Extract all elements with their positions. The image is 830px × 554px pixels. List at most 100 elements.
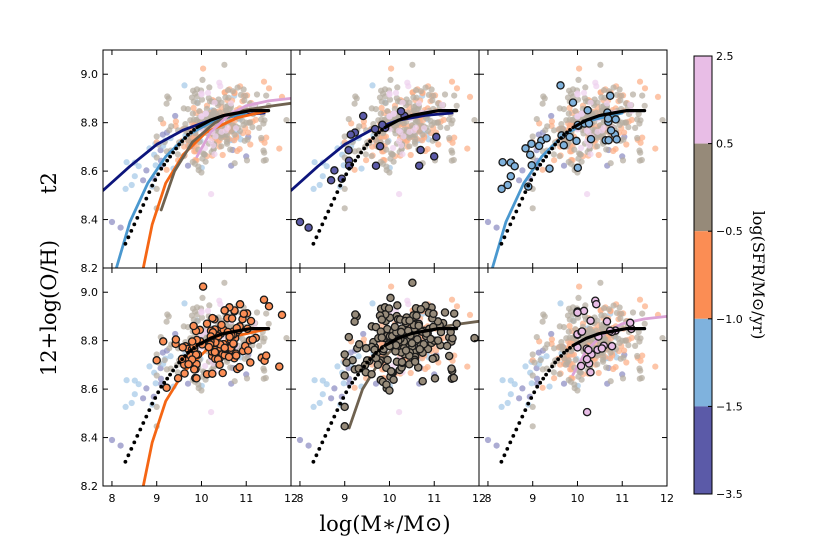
data-point (241, 355, 248, 362)
data-point (533, 334, 540, 341)
data-point (399, 151, 406, 158)
highlighted-point (401, 346, 411, 355)
data-point (615, 335, 622, 342)
highlighted-point (444, 351, 454, 361)
data-point (260, 147, 267, 154)
reference-line (571, 327, 647, 348)
data-point (427, 117, 434, 124)
data-point (522, 363, 529, 370)
data-point (212, 133, 219, 140)
highlighted-point (192, 374, 201, 383)
data-point (198, 314, 206, 321)
data-point (546, 383, 553, 390)
data-point (360, 336, 367, 343)
highlighted-point (607, 341, 617, 351)
data-point (551, 127, 558, 134)
data-point (595, 151, 602, 159)
data-point (221, 61, 228, 68)
data-point (311, 377, 318, 384)
highlighted-point (604, 135, 613, 145)
data-point (229, 88, 236, 95)
reference-dot (526, 183, 531, 188)
highlighted-point (510, 161, 519, 171)
data-point (388, 283, 395, 290)
highlighted-point (412, 311, 421, 320)
colorbar-segment (694, 143, 712, 232)
data-point (331, 385, 338, 392)
data-point (174, 151, 181, 158)
panel-bottom-right: 8 9 10 11 12 (478, 267, 674, 505)
data-point (195, 163, 202, 170)
fit-curve-bin-4 (195, 97, 291, 158)
reference-dot (317, 229, 322, 233)
highlighted-point (259, 295, 269, 304)
reference-dot (538, 162, 543, 167)
data-point (424, 364, 431, 371)
highlighted-point (393, 301, 402, 310)
highlighted-point (568, 98, 578, 107)
data-point (225, 94, 232, 101)
y-tick-label: 8.4 (81, 214, 99, 227)
highlighted-point (377, 333, 387, 342)
reference-dot (514, 209, 519, 214)
highlighted-point (261, 351, 271, 360)
reference-dot (341, 396, 346, 400)
highlighted-point (246, 316, 256, 326)
reference-line (383, 327, 459, 348)
data-point (576, 283, 583, 290)
data-point (641, 102, 648, 109)
x-tick-label: 10 (382, 492, 396, 505)
data-point (276, 145, 283, 152)
reference-dot (329, 421, 334, 425)
data-point (163, 166, 170, 173)
data-point (131, 377, 138, 384)
highlighted-point (295, 217, 305, 227)
data-point (539, 318, 546, 325)
reference-dot (183, 354, 188, 358)
highlighted-point (210, 347, 220, 357)
reference-dot (144, 196, 149, 201)
reference-dot (317, 447, 322, 451)
data-point (637, 335, 644, 342)
data-point (241, 137, 248, 144)
data-point (634, 352, 641, 360)
data-point (262, 156, 269, 164)
reference-dot (138, 209, 143, 214)
data-point (239, 335, 246, 342)
highlighted-point (385, 386, 394, 395)
reference-dot (532, 172, 537, 177)
data-point (603, 364, 610, 371)
highlighted-point (415, 344, 425, 354)
highlighted-point (187, 337, 197, 346)
data-point (261, 117, 268, 124)
data-point (218, 99, 225, 106)
data-point (221, 279, 228, 286)
data-point (243, 157, 251, 164)
reference-dot (183, 136, 188, 140)
data-point (453, 85, 461, 92)
data-point (198, 169, 205, 176)
highlighted-point (405, 316, 414, 325)
highlighted-point (586, 134, 596, 144)
data-point (444, 124, 451, 131)
data-point (616, 304, 623, 311)
data-point (641, 85, 649, 92)
highlighted-point (410, 357, 420, 367)
data-point (245, 129, 252, 136)
data-point (529, 205, 536, 212)
reference-dot (126, 235, 131, 240)
data-point (466, 311, 474, 318)
data-point (540, 311, 547, 318)
reference-dot (550, 146, 554, 151)
data-point (548, 330, 555, 338)
data-point (316, 399, 323, 407)
data-point (351, 100, 358, 107)
data-point (453, 303, 461, 310)
data-point (414, 118, 421, 125)
data-point (199, 294, 206, 301)
reference-dot (177, 142, 182, 147)
data-point (206, 84, 213, 91)
data-point (535, 349, 542, 356)
data-point (384, 108, 391, 115)
data-point (610, 302, 617, 309)
